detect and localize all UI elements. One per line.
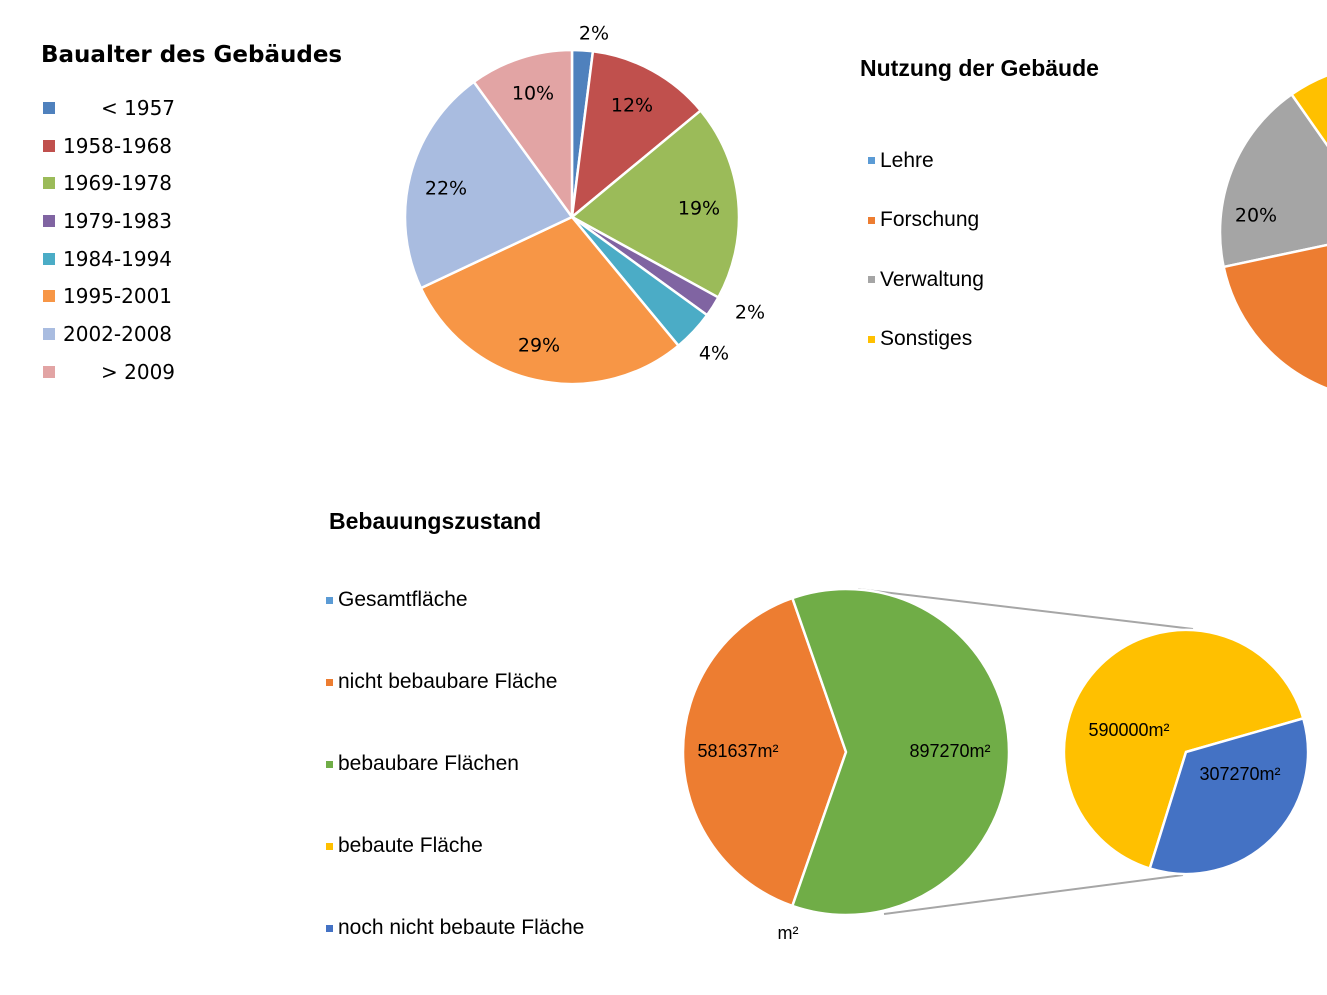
legend-swatch: [43, 252, 55, 265]
data-label-1958-1968: 12%: [611, 95, 653, 117]
data-label-noch-nicht-bebaute-flache: 307270m²: [1199, 764, 1280, 784]
legend-swatch: [326, 842, 333, 850]
legend-item: bebaute Fläche: [326, 805, 584, 887]
legend-swatch: [868, 216, 875, 224]
legend-swatch: [43, 139, 55, 152]
pie-slice-1969-1978: [570, 109, 741, 299]
pie-slice-2002-2008: [403, 80, 574, 290]
pie-slice-nicht-bebaubare-flache: [681, 596, 848, 908]
pie-slice-bebaubare-flachen: [791, 587, 1011, 917]
legend-swatch: [43, 327, 55, 340]
data-label-bebaute-flache: 590000m²: [1088, 720, 1169, 740]
legend-swatch: [43, 101, 55, 114]
legend-swatch: [326, 924, 333, 932]
legend-swatch: [43, 290, 55, 303]
legend-label: 1979-1983: [63, 208, 173, 233]
legend-item: Lehre: [868, 131, 984, 191]
legend-label: noch nicht bebaute Fläche: [338, 916, 585, 939]
pie-slice-1958-1968: [570, 50, 702, 219]
legend-label: Lehre: [880, 148, 934, 172]
data-label-2002-2008: 22%: [425, 178, 467, 200]
legend-item: 1979-1983: [43, 202, 175, 240]
legend-item: Gesamtfläche: [326, 559, 584, 641]
legend-label: 1969-1978: [63, 171, 173, 196]
legend-item: 1969-1978: [43, 164, 175, 202]
legend-swatch: [326, 596, 333, 604]
legend-swatch: [43, 214, 55, 227]
data-label-1979-1983: 2%: [735, 302, 765, 324]
legend-label: bebaute Fläche: [338, 834, 483, 857]
legend-swatch: [326, 760, 333, 768]
chart-title-baualter: Baualter des Gebäudes: [41, 42, 343, 68]
chart-title-bebauung: Bebauungszustand: [329, 508, 542, 534]
legend-label: Forschung: [880, 208, 980, 232]
data-label-1957: 2%: [579, 23, 609, 45]
legend-item: 1958-1968: [43, 127, 175, 165]
data-label-1969-1978: 19%: [678, 198, 720, 220]
data-label-verwaltung: 20%: [1235, 205, 1277, 227]
pie-slice-sonstiges: [1290, 74, 1327, 148]
pie-slice-verwaltung: [1218, 93, 1327, 269]
legend-label: Sonstiges: [880, 327, 973, 351]
legend-label: 1958-1968: [63, 133, 173, 158]
legend-item: Forschung: [868, 191, 984, 251]
data-label-nicht-bebaubare-flache: 581637m²: [697, 741, 778, 761]
legend-item: noch nicht bebaute Fläche: [326, 887, 584, 969]
legend-swatch: [43, 365, 55, 378]
pie-slice-2009: [472, 48, 574, 219]
legend-item: > 2009: [43, 353, 175, 391]
legend-swatch: [868, 157, 875, 165]
legend-label: 1995-2001: [63, 284, 173, 309]
pie-slice-noch-nicht-bebaute-flache: [1148, 717, 1310, 876]
legend-nutzung: Lehre Forschung Verwaltung Sonstiges: [868, 131, 984, 369]
legend-item: bebaubare Flächen: [326, 723, 584, 805]
data-label-1984-1994: 4%: [699, 343, 729, 365]
legend-item: 1984-1994: [43, 240, 175, 278]
legend-swatch: [43, 177, 55, 190]
chart-title-nutzung: Nutzung der Gebäude: [860, 55, 1099, 81]
connector-line-bottom: [883, 874, 1184, 915]
legend-label: 2002-2008: [63, 321, 173, 346]
legend-label: bebaubare Flächen: [338, 752, 519, 775]
legend-item: 2002-2008: [43, 315, 175, 353]
legend-label: > 2009: [101, 359, 176, 384]
data-label-bebaubare-flachen: 897270m²: [909, 741, 990, 761]
unit-label: m²: [778, 923, 799, 943]
connector-line-top: [857, 588, 1194, 630]
legend-label: Gesamtfläche: [338, 588, 468, 611]
legend-swatch: [868, 335, 875, 343]
legend-label: nicht bebaubare Fläche: [338, 670, 558, 693]
legend-item: nicht bebaubare Fläche: [326, 641, 584, 723]
legend-item: Verwaltung: [868, 250, 984, 310]
legend-swatch: [868, 276, 875, 284]
pie-slice-bebaute-flache: [1062, 628, 1305, 870]
legend-item: < 1957: [43, 89, 175, 127]
legend-baualter: < 1957 1958-1968 1969-1978 1979-1983 1984-19…: [43, 89, 175, 391]
data-label-1995-2001: 29%: [518, 335, 560, 357]
legend-label: < 1957: [101, 95, 176, 120]
legend-label: 1984-1994: [63, 246, 173, 271]
legend-bebauung: Gesamtfläche nicht bebaubare Fläche bebaub…: [326, 559, 584, 969]
legend-swatch: [326, 678, 333, 686]
legend-item: Sonstiges: [868, 310, 984, 370]
legend-item: 1995-2001: [43, 277, 175, 315]
legend-label: Verwaltung: [880, 267, 984, 291]
data-label-2009: 10%: [512, 83, 554, 105]
pie-slice-forschung: [1222, 243, 1327, 390]
